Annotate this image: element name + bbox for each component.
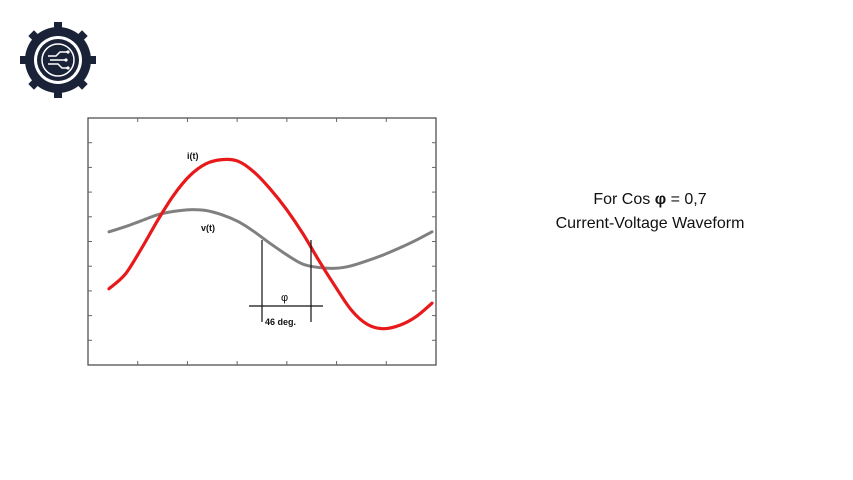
phase-label: 46 deg. [265,317,296,327]
chart-caption: For Cos φ = 0,7 Current-Voltage Waveform [500,188,800,236]
caption-prefix: For Cos [593,191,655,208]
series-label-i: i(t) [187,151,199,161]
caption-suffix: = 0,7 [666,191,707,208]
gear-logo-icon [20,22,96,98]
caption-line-1: For Cos φ = 0,7 [500,188,800,212]
waveform-chart: i(t) v(t) φ 46 deg. [87,117,438,367]
series-line-i [107,157,434,331]
series-label-v: v(t) [201,223,215,233]
waveform-chart-svg: i(t) v(t) φ 46 deg. [87,117,437,366]
caption-line-2: Current-Voltage Waveform [555,215,745,232]
phi-label: φ [281,292,288,304]
caption-phi-symbol: φ [654,191,667,208]
axis-ticks [88,118,436,365]
